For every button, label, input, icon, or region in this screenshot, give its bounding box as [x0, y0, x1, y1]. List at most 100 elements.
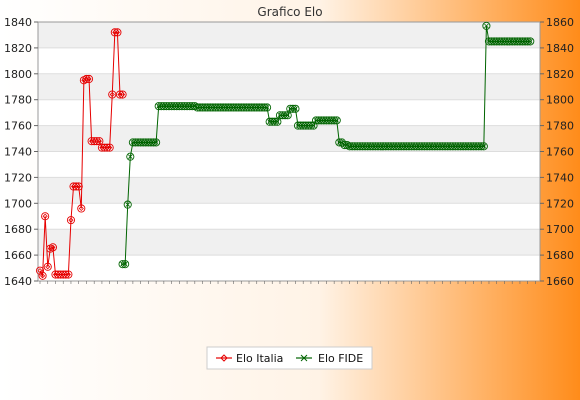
data-point-circle	[371, 142, 380, 151]
legend: Elo Italia Elo FIDE	[206, 346, 373, 370]
legend-italia-label: Elo Italia	[236, 352, 283, 365]
data-point-circle	[77, 204, 86, 213]
data-point-circle	[48, 243, 57, 252]
data-point	[482, 21, 491, 30]
data-point-circle	[412, 142, 421, 151]
data-point-circle	[131, 138, 140, 147]
left-tick-label: 1660	[4, 249, 32, 262]
data-point-circle	[366, 142, 375, 151]
data-point-circle	[247, 103, 256, 112]
data-point-circle	[428, 142, 437, 151]
data-point-circle	[482, 21, 491, 30]
data-point-circle	[456, 142, 465, 151]
data-point-circle	[38, 271, 47, 280]
data-point-circle	[451, 142, 460, 151]
data-point	[77, 204, 86, 213]
data-point-circle	[304, 121, 313, 130]
data-point-cross	[334, 118, 340, 123]
data-point	[479, 142, 488, 151]
data-point-circle	[296, 121, 305, 130]
data-point-circle	[441, 142, 450, 151]
data-point-cross	[125, 202, 131, 207]
data-point-circle	[477, 142, 486, 151]
data-point-diamond	[65, 271, 71, 278]
plot-band	[38, 22, 540, 48]
right-tick-label: 1840	[546, 42, 574, 55]
data-point-circle	[164, 102, 174, 111]
left-tick-label: 1740	[4, 146, 32, 159]
data-point-circle	[386, 142, 395, 151]
data-point-circle	[337, 138, 346, 147]
data-point-cross	[153, 140, 159, 145]
data-point-circle	[518, 37, 527, 46]
data-point-circle	[508, 37, 517, 46]
data-point-circle	[234, 103, 243, 112]
left-tick-label: 1680	[4, 223, 32, 236]
data-point-circle	[505, 37, 514, 46]
data-point-circle	[397, 142, 406, 151]
data-point-circle	[495, 37, 504, 46]
data-point-circle	[275, 111, 285, 120]
data-point-circle	[327, 116, 336, 125]
plot-band	[38, 203, 540, 230]
data-point-circle	[270, 117, 279, 126]
data-point-circle	[350, 142, 359, 151]
data-point-circle	[139, 138, 148, 147]
data-point	[121, 260, 130, 269]
data-point-circle	[229, 103, 238, 112]
right-tick-label: 1660	[546, 275, 574, 288]
data-point-circle	[72, 182, 81, 191]
plot-band	[38, 47, 540, 74]
data-point-circle	[105, 143, 114, 152]
data-point-circle	[167, 102, 176, 111]
data-point-diamond	[68, 217, 74, 223]
data-point-circle	[82, 74, 91, 84]
data-point-circle	[490, 37, 499, 46]
data-point-circle	[425, 142, 434, 151]
data-point-circle	[399, 142, 408, 151]
chart-title: Grafico Elo	[257, 5, 322, 19]
data-point-circle	[317, 116, 326, 125]
data-point-circle	[193, 103, 202, 112]
right-tick-label: 1860	[546, 16, 574, 29]
data-point-circle	[201, 103, 210, 112]
legend-box	[206, 346, 373, 370]
data-point-diamond	[107, 145, 113, 151]
data-point-circle	[348, 142, 357, 151]
data-point-circle	[66, 216, 76, 225]
data-point-cross	[275, 119, 280, 124]
data-point-diamond	[109, 91, 115, 98]
data-point-circle	[521, 37, 530, 46]
data-point-circle	[226, 103, 235, 112]
data-point-circle	[459, 142, 468, 151]
data-point-circle	[358, 142, 367, 151]
data-point-circle	[515, 37, 524, 46]
data-point-circle	[136, 138, 145, 147]
data-point-circle	[417, 142, 426, 151]
data-point-circle	[61, 270, 70, 279]
data-point-cross	[128, 154, 133, 159]
data-point-circle	[355, 142, 365, 151]
data-point	[105, 143, 114, 152]
data-point-circle	[64, 270, 73, 279]
data-point-diamond	[40, 273, 46, 279]
data-point-circle	[407, 142, 416, 151]
data-point-circle	[384, 142, 393, 151]
data-point-diamond	[86, 76, 92, 82]
data-point-circle	[487, 37, 496, 46]
data-point-circle	[443, 142, 452, 151]
data-point	[66, 216, 76, 225]
data-point-circle	[263, 103, 272, 112]
data-point-circle	[286, 104, 295, 113]
data-point-circle	[219, 103, 228, 112]
data-point-circle	[492, 37, 501, 46]
data-point-circle	[185, 102, 194, 111]
right-tick-label: 1760	[546, 146, 574, 159]
data-point-circle	[510, 37, 519, 46]
data-point-circle	[433, 142, 442, 151]
data-point	[263, 103, 272, 112]
data-point	[74, 182, 83, 191]
data-point-circle	[146, 138, 156, 147]
data-point-circle	[402, 142, 411, 151]
